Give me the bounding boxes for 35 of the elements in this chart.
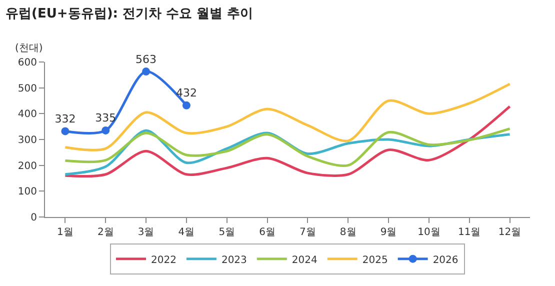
x-tick-label: 6월: [259, 227, 276, 238]
x-tick-label: 12월: [498, 227, 522, 238]
y-tick-label: 300: [18, 135, 37, 146]
x-tick-label: 11월: [458, 227, 481, 238]
y-tick-label: 500: [18, 83, 37, 94]
x-tick-label: 10월: [418, 227, 440, 238]
data-label: 332: [54, 112, 76, 126]
x-tick-label: 8월: [340, 227, 356, 238]
point: [182, 101, 190, 110]
point: [142, 68, 150, 76]
y-tick-label: 0: [30, 212, 37, 224]
x-tick-label: 9월: [380, 227, 397, 238]
legend-label: 2022: [151, 254, 176, 266]
x-tick-label: 4월: [178, 227, 195, 238]
x-tick-label: 5월: [218, 227, 236, 238]
legend-label: 2025: [362, 254, 388, 266]
y-tick-label: 400: [18, 109, 37, 120]
chart-title: 유럽(EU+동유럽): 전기차 수요 월별 추이: [6, 6, 254, 22]
line-series: [64, 127, 512, 167]
point: [61, 127, 70, 136]
x-tick-label: 1월: [57, 227, 74, 238]
legend-label: 2026: [432, 254, 458, 266]
y-tick-label: 200: [18, 160, 37, 172]
y-axis-title: (천대): [15, 43, 43, 54]
legend-label: 2023: [221, 254, 247, 266]
x-tick-label: 7월: [300, 227, 316, 238]
x-tick-label: 2월: [97, 227, 114, 238]
y-tick-label: 600: [18, 58, 37, 68]
legend-label: 2024: [292, 254, 318, 266]
data-label: 563: [136, 52, 157, 66]
y-tick-label: 100: [18, 186, 37, 198]
point: [102, 126, 110, 134]
x-tick-label: 3월: [138, 227, 154, 238]
data-label: 335: [95, 112, 116, 125]
data-label: 432: [176, 86, 197, 100]
